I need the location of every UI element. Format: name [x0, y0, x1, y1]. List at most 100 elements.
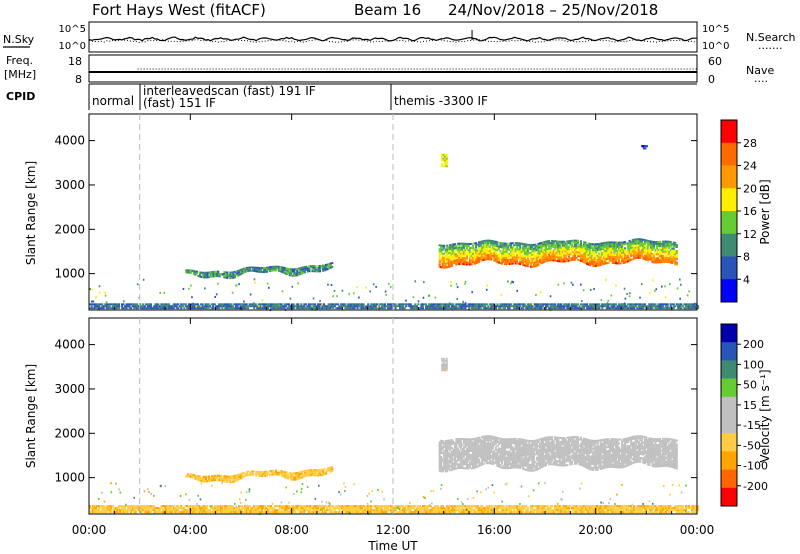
data-cell	[596, 264, 599, 267]
data-cell	[262, 307, 265, 310]
data-cell	[224, 475, 227, 478]
data-cell	[370, 305, 373, 308]
data-cell	[563, 509, 566, 512]
data-cell	[666, 303, 669, 306]
data-cell	[548, 509, 551, 512]
data-cell	[220, 479, 223, 482]
data-cell	[514, 307, 517, 310]
data-cell	[624, 305, 627, 308]
data-cell	[206, 276, 209, 279]
data-cell	[98, 303, 101, 306]
data-cell	[500, 258, 504, 261]
data-cell	[215, 476, 218, 479]
data-cell	[657, 253, 660, 256]
data-speck	[195, 305, 198, 308]
data-speck	[98, 291, 101, 294]
data-cell	[450, 460, 453, 463]
data-cell	[342, 305, 345, 308]
data-cell	[564, 244, 567, 247]
data-cell	[127, 507, 130, 510]
data-cell	[482, 256, 485, 259]
data-cell	[347, 509, 350, 512]
data-speck	[192, 302, 194, 305]
data-cell	[663, 258, 666, 261]
data-cell	[608, 249, 611, 252]
data-cell	[674, 259, 677, 262]
data-cell	[348, 505, 352, 508]
data-cell	[621, 507, 624, 510]
data-cell	[309, 505, 312, 508]
data-cell	[204, 507, 207, 510]
data-cell	[567, 257, 570, 260]
data-cell	[105, 505, 108, 508]
data-cell	[114, 507, 117, 510]
data-cell	[137, 305, 140, 308]
data-cell	[260, 509, 263, 512]
data-cell	[636, 250, 639, 253]
data-cell	[645, 249, 648, 252]
data-cell	[643, 507, 646, 510]
data-cell	[440, 266, 443, 269]
data-cell	[341, 305, 344, 308]
data-cell	[511, 260, 514, 263]
data-cell	[690, 505, 694, 508]
data-cell	[663, 307, 666, 310]
data-cell	[678, 511, 681, 514]
data-cell	[528, 251, 531, 254]
data-cell	[643, 305, 646, 308]
data-cell	[690, 511, 694, 514]
data-cell	[485, 247, 488, 250]
data-cell	[586, 250, 589, 253]
data-cell	[302, 266, 305, 269]
data-cell	[231, 505, 234, 508]
data-speck	[235, 284, 238, 287]
data-cell	[502, 505, 505, 508]
data-cell	[211, 477, 214, 480]
data-cell	[166, 511, 169, 514]
data-cell	[332, 307, 335, 310]
data-cell	[273, 265, 276, 268]
data-cell	[437, 511, 440, 514]
data-cell	[456, 246, 459, 249]
power-colorbar-swatch	[721, 211, 737, 235]
data-cell	[686, 507, 689, 510]
data-cell	[639, 254, 642, 257]
data-cell	[224, 477, 227, 480]
data-cell	[444, 305, 447, 308]
data-cell	[531, 265, 534, 268]
data-cell	[417, 505, 420, 508]
data-cell	[458, 246, 461, 249]
data-cell	[157, 507, 160, 510]
data-cell	[175, 303, 178, 306]
data-cell	[573, 305, 576, 308]
data-cell	[478, 251, 481, 254]
data-cell	[293, 268, 296, 271]
data-cell	[300, 305, 303, 308]
data-cell	[537, 511, 540, 514]
data-cell	[238, 473, 241, 476]
data-cell	[441, 458, 444, 461]
data-cell	[263, 303, 266, 306]
data-cell	[627, 244, 630, 247]
data-cell	[294, 274, 297, 277]
data-cell	[602, 252, 605, 255]
frequency-panel: Freq. [MHz] 18 8 60 0 Nave ....	[4, 54, 774, 86]
data-cell	[250, 269, 253, 272]
data-cell	[299, 273, 302, 276]
data-cell	[279, 307, 282, 310]
data-cell	[140, 511, 143, 514]
data-cell	[500, 242, 504, 245]
data-cell	[610, 253, 613, 256]
data-cell	[181, 507, 184, 510]
data-cell	[479, 250, 482, 253]
data-cell	[453, 257, 456, 260]
data-cell	[595, 249, 598, 252]
data-cell	[464, 253, 467, 256]
data-cell	[108, 307, 111, 310]
data-cell	[465, 305, 469, 308]
data-cell	[225, 511, 228, 514]
data-cell	[481, 257, 484, 260]
data-cell	[412, 305, 415, 308]
data-cell	[224, 305, 227, 308]
data-cell	[462, 509, 466, 512]
